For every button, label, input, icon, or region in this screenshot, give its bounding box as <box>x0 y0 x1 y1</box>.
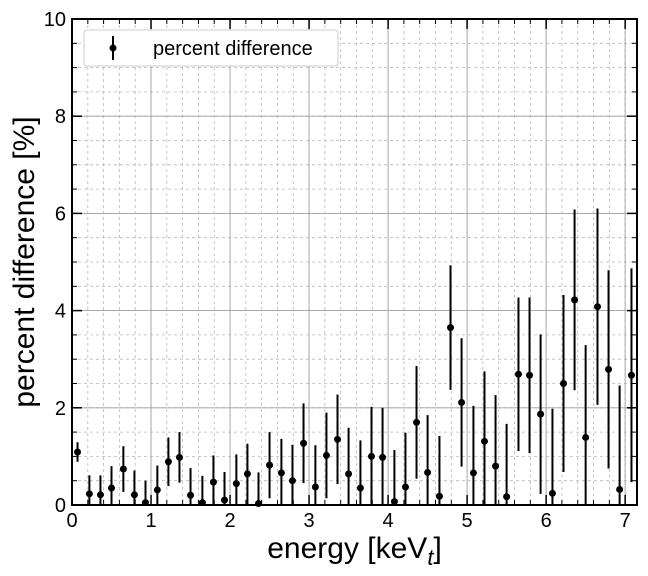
data-point <box>187 491 195 499</box>
data-point <box>503 493 511 501</box>
y-tick-label: 2 <box>55 398 66 420</box>
x-axis-label: energy [keVt] <box>267 532 442 570</box>
data-point <box>74 448 82 456</box>
data-point <box>627 371 635 379</box>
data-point <box>243 470 251 478</box>
x-tick-label: 3 <box>304 510 315 532</box>
legend-label: percent difference <box>153 38 313 60</box>
data-point <box>175 453 183 461</box>
data-point <box>334 435 342 443</box>
legend: percent difference <box>83 29 339 67</box>
data-point <box>356 484 364 492</box>
data-point <box>413 418 421 426</box>
data-point <box>401 483 409 491</box>
x-tick-label: 4 <box>383 510 394 532</box>
data-point <box>582 433 590 441</box>
data-point <box>571 296 579 304</box>
x-tick-label: 1 <box>145 510 156 532</box>
data-point <box>85 490 93 498</box>
data-point <box>480 437 488 445</box>
data-point <box>537 410 545 418</box>
data-point <box>593 303 601 311</box>
data-point <box>605 365 613 373</box>
x-tick-label: 5 <box>462 510 473 532</box>
data-point <box>367 452 375 460</box>
data-point <box>108 484 116 492</box>
legend-box <box>83 29 339 67</box>
y-axis-label: percent difference [%] <box>8 116 41 407</box>
data-point <box>130 491 138 499</box>
data-point <box>390 498 398 506</box>
y-tick-label: 8 <box>55 106 66 128</box>
data-point <box>96 491 104 499</box>
x-axis-label-main: energy [keV <box>267 532 427 565</box>
data-point <box>424 468 432 476</box>
y-tick-label: 6 <box>55 203 66 225</box>
data-point <box>300 439 308 447</box>
data-point <box>209 478 217 486</box>
data-point <box>548 489 556 497</box>
data-point <box>514 370 522 378</box>
data-point <box>277 469 285 477</box>
data-point <box>288 477 296 485</box>
y-tick-label: 4 <box>55 301 66 323</box>
data-point <box>435 492 443 500</box>
data-point <box>266 461 274 469</box>
data-point <box>164 458 172 466</box>
x-tick-labels: 0 1 2 3 4 5 6 7 <box>66 510 630 532</box>
x-tick-label: 6 <box>541 510 552 532</box>
data-point <box>119 465 127 473</box>
y-tick-label: 0 <box>55 495 66 517</box>
data-point <box>469 469 477 477</box>
x-tick-label: 7 <box>620 510 631 532</box>
x-axis-label-suffix: ] <box>433 532 441 565</box>
data-point <box>345 470 353 478</box>
y-tick-labels: 0 2 4 6 8 10 <box>44 9 66 517</box>
x-tick-label: 2 <box>224 510 235 532</box>
legend-point-marker <box>109 44 117 52</box>
data-points <box>74 296 635 508</box>
data-point <box>616 485 624 493</box>
data-point <box>311 483 319 491</box>
error-bars <box>76 208 633 505</box>
data-point <box>153 486 161 494</box>
data-point <box>379 453 387 461</box>
data-point <box>322 451 330 459</box>
plot-frame <box>71 18 638 506</box>
x-tick-label: 0 <box>66 510 77 532</box>
data-point <box>458 398 466 406</box>
y-tick-label: 10 <box>44 9 66 31</box>
data-point <box>560 380 568 387</box>
data-point <box>447 324 455 332</box>
data-point <box>492 462 500 470</box>
data-point <box>221 496 229 504</box>
data-point <box>232 480 240 488</box>
x-axis-label-subscript: t <box>427 545 434 570</box>
data-point <box>526 371 534 379</box>
